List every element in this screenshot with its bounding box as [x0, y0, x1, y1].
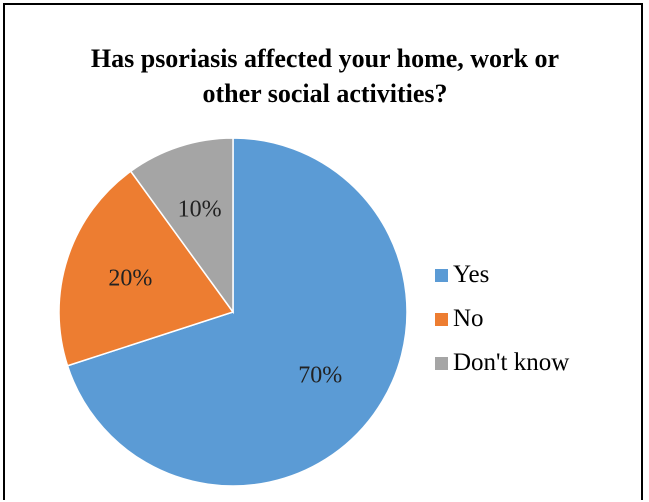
legend: Yes No Don't know: [435, 253, 569, 385]
legend-label-dont-know: Don't know: [453, 349, 570, 376]
legend-label-no: No: [453, 305, 484, 332]
pie-slice-no: [58, 170, 235, 367]
legend-item-dont-know: Don't know: [435, 341, 569, 385]
chart-title-line-2: other social activities?: [202, 79, 448, 108]
pie-slice-labels: 70% 20% 10%: [108, 196, 342, 388]
legend-item-yes: Yes: [435, 253, 569, 297]
pie-slice-dont-know: [129, 137, 234, 315]
pie-slice-yes: [66, 137, 408, 487]
legend-item-no: No: [435, 297, 569, 341]
pie-label-no: 20%: [108, 266, 152, 292]
legend-label-yes: Yes: [453, 261, 490, 288]
legend-swatch-no: [435, 312, 448, 326]
pie-label-dont-know: 10%: [178, 196, 222, 222]
chart-title: Has psoriasis affected your home, work o…: [5, 41, 645, 111]
chart-frame: Has psoriasis affected your home, work o…: [3, 3, 643, 500]
pie-slices: [58, 137, 408, 487]
pie-chart: 70% 20% 10%: [58, 137, 408, 487]
pie-label-yes: 70%: [298, 362, 342, 388]
legend-swatch-dont-know: [435, 356, 448, 370]
chart-title-line-1: Has psoriasis affected your home, work o…: [90, 44, 560, 73]
legend-swatch-yes: [435, 268, 448, 282]
